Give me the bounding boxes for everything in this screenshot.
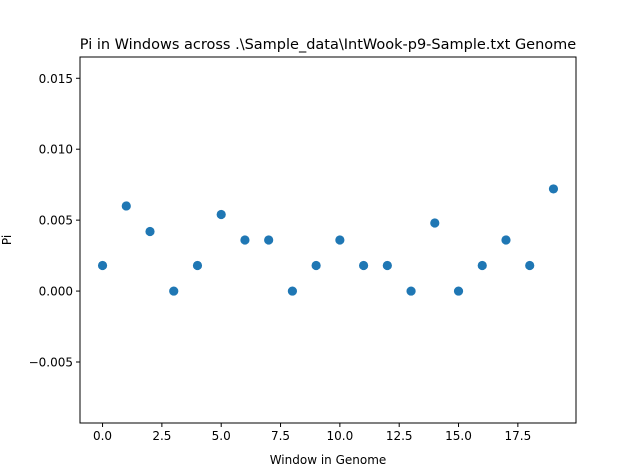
plot-area	[80, 57, 576, 423]
x-tick-label: 12.5	[386, 429, 413, 443]
data-point	[548, 184, 559, 194]
data-point	[335, 235, 345, 245]
data-point	[430, 218, 440, 228]
y-tick-label: 0.010	[39, 143, 73, 157]
y-tick-label: 0.015	[39, 72, 73, 86]
data-point	[311, 260, 321, 271]
data-point	[264, 235, 274, 245]
x-tick-label: 0.0	[93, 429, 112, 443]
y-tick-label: 0.005	[39, 214, 73, 228]
data-point	[240, 235, 250, 245]
data-points	[97, 184, 559, 296]
x-tick-label: 5.0	[212, 429, 231, 443]
data-point	[169, 286, 179, 296]
data-point	[358, 260, 369, 271]
chart-title: Pi in Windows across .\Sample_data\IntWo…	[80, 37, 577, 53]
data-point	[145, 226, 155, 237]
x-axis-ticks: 0.0 2.5 5.0 7.5 10.0 12.5 15.0 17.5	[93, 423, 531, 443]
data-point	[382, 260, 392, 271]
data-point	[477, 260, 487, 271]
data-point	[216, 209, 226, 220]
data-point	[453, 286, 464, 296]
x-tick-label: 2.5	[152, 429, 171, 443]
data-point	[406, 286, 416, 296]
data-point	[97, 260, 108, 271]
data-point	[287, 286, 298, 296]
data-point	[192, 260, 203, 271]
x-axis-label: Window in Genome	[270, 453, 387, 467]
y-axis-ticks: −0.005 0.000 0.005 0.010 0.015	[29, 72, 80, 370]
x-tick-label: 10.0	[327, 429, 354, 443]
x-tick-label: 15.0	[445, 429, 472, 443]
y-axis-label: Pi	[0, 235, 14, 245]
y-tick-label: −0.005	[29, 356, 73, 370]
x-tick-label: 17.5	[504, 429, 531, 443]
y-tick-label: 0.000	[39, 285, 73, 299]
data-point	[121, 201, 131, 211]
data-point	[525, 260, 535, 271]
plot-frame	[79, 56, 577, 424]
data-point	[501, 235, 511, 245]
x-tick-label: 7.5	[271, 429, 290, 443]
